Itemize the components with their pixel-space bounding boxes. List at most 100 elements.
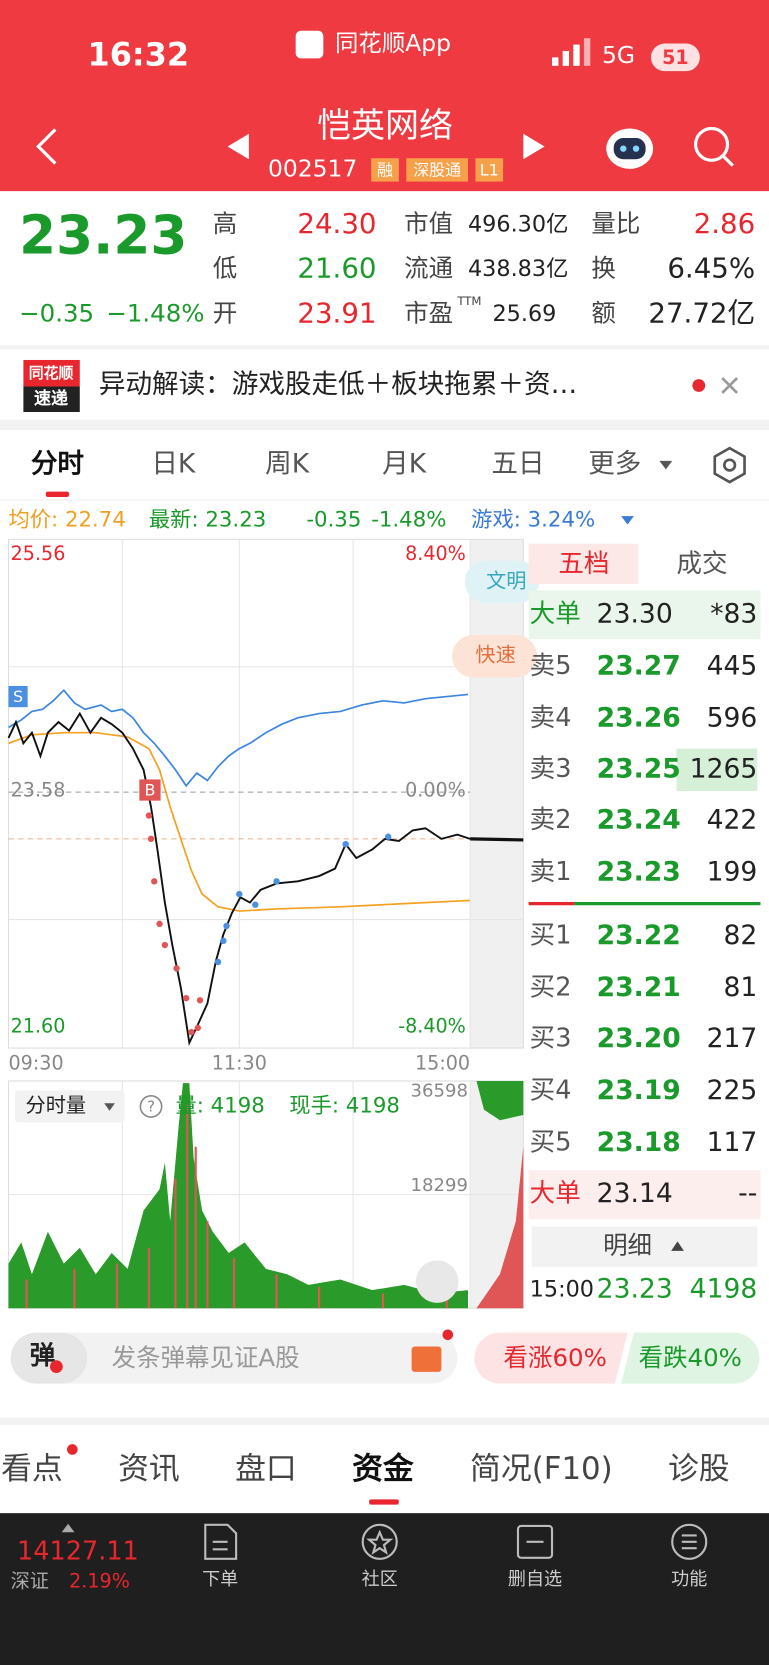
section-tab[interactable]: 资讯 [118, 1451, 180, 1487]
avg-price: 均价: 22.74 [9, 507, 126, 532]
price-high: 25.56 [11, 542, 66, 565]
ob-volume: 1265 [690, 753, 758, 784]
ob-tab[interactable]: 五档 [558, 549, 609, 579]
field-value: 21.60 [297, 252, 376, 285]
pct-base: 0.00% [405, 779, 466, 802]
bear-button[interactable] [621, 1332, 760, 1384]
settings-icon[interactable] [713, 446, 746, 484]
order-book: 大单 23.30 *83 卖5 23.27 445 卖4 23.26 596 卖3 23.25 126… [530, 598, 758, 1209]
app-logo [295, 30, 324, 59]
trade-time: 15:00 [530, 1277, 594, 1303]
field-label: 市盈 [404, 298, 453, 327]
change: −0.35 [19, 298, 94, 327]
price-low: 21.60 [11, 1014, 66, 1037]
field-label: 开 [213, 298, 237, 327]
signal-icon [552, 38, 591, 66]
grid [8, 1080, 524, 1309]
settings-icon [722, 458, 737, 472]
help-icon[interactable] [139, 1095, 163, 1118]
latest-price: 最新: 23.23 [149, 507, 266, 532]
field-value: 25.69 [492, 301, 556, 327]
divider [0, 345, 769, 350]
section-tab[interactable]: 简况(F10) [470, 1451, 613, 1487]
sell-tag [8, 685, 28, 708]
volume-selector-text[interactable]: 分时量 [26, 1093, 87, 1117]
bubble[interactable] [452, 634, 538, 678]
sector[interactable]: 游戏: 3.24% [471, 507, 595, 532]
ob-price: 23.21 [597, 972, 681, 1003]
ob-price: 23.25 [597, 753, 681, 784]
badge: L1 [480, 160, 499, 179]
danmaku-icon-bg [10, 1332, 88, 1384]
detail-bg [531, 1226, 758, 1267]
field-value: 27.72亿 [648, 296, 755, 329]
dropdown[interactable] [621, 516, 634, 525]
clock: 16:32 [87, 35, 189, 73]
gift-icon[interactable] [411, 1346, 442, 1372]
next-stock[interactable] [523, 133, 545, 160]
pct-high: 8.40% [405, 542, 466, 565]
pct-low: -8.40% [398, 1014, 466, 1037]
ob-label: 卖5 [530, 651, 572, 681]
index-value[interactable]: 14127.11 [17, 1536, 139, 1566]
ob-label: 卖1 [530, 857, 572, 887]
news-text[interactable]: 异动解读：游戏股走低＋板块拖累＋资… [99, 369, 577, 400]
bubble-text[interactable]: 文明 [486, 568, 526, 592]
bubble[interactable] [464, 560, 540, 604]
dropdown[interactable] [659, 460, 673, 470]
price-base: 23.58 [11, 779, 66, 802]
ob-volume: -- [738, 1178, 757, 1209]
chart-tab[interactable]: 五日 [491, 449, 544, 480]
news-logo [23, 386, 80, 413]
chart-tab[interactable]: 更多 [588, 449, 641, 480]
search-icon[interactable] [694, 126, 734, 167]
danmaku-input[interactable] [10, 1332, 458, 1384]
ob-tab[interactable]: 成交 [676, 549, 727, 579]
bull-text[interactable]: 看涨60% [504, 1343, 607, 1372]
fullscreen[interactable] [415, 1260, 459, 1303]
detail[interactable]: 明细 [603, 1231, 652, 1260]
section-tab[interactable]: 诊股 [668, 1451, 730, 1487]
nav-item[interactable]: 删自选 [508, 1569, 562, 1590]
chart-tab[interactable]: 周K [265, 449, 310, 480]
nav-item[interactable]: 社区 [362, 1569, 398, 1590]
close-news[interactable] [721, 377, 739, 394]
change-pct: -1.48% [371, 507, 446, 532]
help-text[interactable]: ? [147, 1098, 155, 1116]
field-value: 2.86 [694, 207, 756, 240]
section-tab[interactable]: 盘口 [235, 1451, 297, 1487]
danmaku-placeholder[interactable]: 发条弹幕见证A股 [112, 1343, 300, 1372]
nav-item[interactable]: 下单 [202, 1569, 238, 1590]
section-tab[interactable]: 资金 [352, 1451, 414, 1487]
robot-icon[interactable] [606, 128, 654, 169]
chart-tab[interactable]: 月K [382, 449, 427, 480]
ob-volume: 422 [707, 804, 758, 835]
volume-selector[interactable] [14, 1090, 125, 1123]
field-value: 6.45% [667, 252, 755, 285]
chart-tab[interactable]: 分时 [31, 449, 84, 480]
ob-volume: 117 [707, 1127, 758, 1158]
back-button[interactable] [36, 128, 57, 165]
change: -0.35 [306, 507, 361, 532]
bull-button[interactable] [474, 1332, 628, 1384]
ob-label: 买1 [530, 921, 572, 951]
expand-arrow [61, 1523, 75, 1533]
dropdown[interactable] [104, 1103, 115, 1111]
section-tabs: 看点 资讯 盘口 资金 简况(F10) 诊股 [1, 1451, 730, 1487]
volume: 量: 4198 [175, 1093, 264, 1118]
chart-tab[interactable]: 日K [151, 449, 196, 480]
volume-mid: 18299 [411, 1175, 468, 1196]
prev-stock[interactable] [227, 133, 249, 160]
bubble-text[interactable]: 快速 [475, 643, 515, 667]
ob-label: 买3 [530, 1024, 572, 1054]
tab-bg [528, 543, 639, 585]
field-label: 高 [213, 209, 237, 238]
field-value: 438.83亿 [468, 256, 568, 282]
avg-line [8, 731, 471, 912]
section-tab[interactable]: 看点 [1, 1451, 63, 1487]
stock-code: 002517 [268, 154, 357, 182]
nav-item[interactable]: 功能 [671, 1569, 707, 1590]
bear-text[interactable]: 看跌40% [639, 1343, 742, 1372]
battery [650, 43, 700, 72]
bottom-nav [0, 1513, 769, 1665]
